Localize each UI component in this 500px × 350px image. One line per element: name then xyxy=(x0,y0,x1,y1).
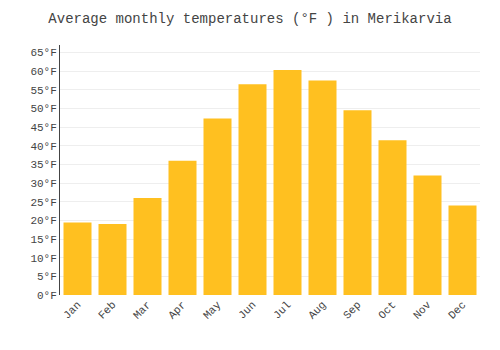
svg-text:Sep: Sep xyxy=(341,299,363,321)
svg-text:Apr: Apr xyxy=(166,299,188,321)
svg-text:Average monthly temperatures (: Average monthly temperatures (°F ) in Me… xyxy=(48,11,451,27)
svg-text:65°F: 65°F xyxy=(30,47,56,59)
svg-text:55°F: 55°F xyxy=(30,85,56,97)
svg-text:50°F: 50°F xyxy=(30,103,56,115)
svg-text:0°F: 0°F xyxy=(37,290,57,302)
svg-text:10°F: 10°F xyxy=(30,253,56,265)
svg-text:Jan: Jan xyxy=(61,299,83,321)
svg-text:40°F: 40°F xyxy=(30,141,56,153)
svg-text:Oct: Oct xyxy=(376,299,398,321)
svg-text:Jul: Jul xyxy=(271,299,293,321)
svg-text:Feb: Feb xyxy=(96,299,118,321)
svg-text:15°F: 15°F xyxy=(30,234,56,246)
svg-text:Jun: Jun xyxy=(236,299,258,321)
svg-text:Aug: Aug xyxy=(306,299,328,321)
svg-text:May: May xyxy=(201,299,224,322)
svg-text:25°F: 25°F xyxy=(30,197,56,209)
svg-text:20°F: 20°F xyxy=(30,215,56,227)
svg-text:60°F: 60°F xyxy=(30,66,56,78)
svg-text:30°F: 30°F xyxy=(30,178,56,190)
svg-text:35°F: 35°F xyxy=(30,159,56,171)
svg-text:Nov: Nov xyxy=(411,299,434,322)
svg-text:5°F: 5°F xyxy=(37,271,57,283)
svg-text:45°F: 45°F xyxy=(30,122,56,134)
svg-text:Mar: Mar xyxy=(131,299,153,321)
svg-text:Dec: Dec xyxy=(446,299,468,321)
